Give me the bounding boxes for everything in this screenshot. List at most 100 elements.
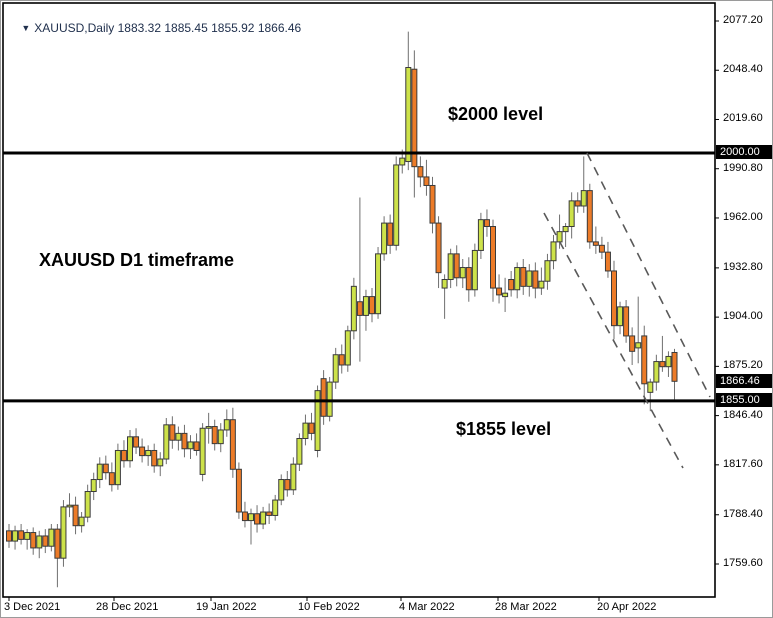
plot-border — [2, 2, 716, 598]
candle-body — [12, 530, 19, 542]
candle-body — [211, 426, 218, 445]
candle-body — [356, 301, 363, 316]
annotation-2000-level[interactable]: $2000 level — [448, 104, 544, 124]
candle-body — [90, 479, 97, 493]
candle-body — [490, 226, 496, 289]
current-price-badge: 1866.46 — [716, 374, 772, 389]
candle-body — [193, 441, 200, 451]
y-axis-label: 2048.40 — [723, 63, 763, 76]
y-axis-label: 1846.40 — [723, 408, 763, 421]
x-axis-label: 19 Jan 2022 — [196, 601, 257, 613]
candle-body — [369, 296, 375, 315]
candle-body — [181, 432, 188, 450]
candle-body — [459, 267, 466, 279]
candle-body — [96, 463, 103, 481]
trendline-channel-lower[interactable] — [543, 212, 684, 469]
y-axis-label: 1875.20 — [723, 359, 763, 372]
candle-body — [290, 463, 297, 491]
candle-body — [477, 219, 484, 251]
candle-body — [405, 67, 412, 163]
y-axis-label: 1904.00 — [723, 310, 763, 323]
candle-body — [447, 253, 454, 281]
candle-body — [296, 438, 303, 465]
candle-body — [580, 190, 587, 207]
candle-body — [114, 449, 121, 486]
candle-body — [520, 267, 527, 287]
candle-body — [266, 511, 273, 516]
candle-body — [375, 253, 382, 315]
candle-body — [169, 424, 176, 441]
candle-body — [362, 296, 369, 316]
candle-body — [496, 287, 503, 296]
candle-body — [217, 429, 224, 445]
candle-body — [617, 306, 624, 327]
candle-body — [562, 226, 569, 233]
candle-body — [399, 157, 406, 166]
y-axis-label: 1932.80 — [723, 260, 763, 273]
candle-body — [326, 381, 333, 417]
candle-body — [157, 458, 164, 467]
candle-body — [417, 166, 424, 178]
candle-body — [532, 270, 539, 289]
candle-body — [36, 535, 43, 549]
trendline-channel-upper[interactable] — [586, 152, 711, 398]
candle-body — [550, 241, 557, 262]
candle-body — [127, 436, 133, 462]
candle-body — [108, 472, 115, 486]
candle-body — [502, 292, 509, 298]
quote-open: 1883.32 — [117, 21, 162, 35]
candle-body — [133, 436, 140, 448]
x-axis-label: 28 Mar 2022 — [495, 601, 557, 613]
candle-body — [139, 446, 146, 457]
candle-body — [538, 280, 545, 289]
x-axis-label: 20 Apr 2022 — [597, 601, 657, 613]
candle-body — [72, 504, 79, 527]
candle-body — [514, 267, 521, 291]
quote-high: 1885.45 — [164, 21, 208, 35]
candle-body — [659, 361, 666, 368]
candle-body — [302, 422, 309, 440]
quote-bar: ▼ XAUUSD,Daily 1883.32 1885.45 1855.92 18… — [8, 7, 301, 49]
candle-body — [381, 222, 388, 255]
price-badge-1855.00: 1855.00 — [716, 392, 772, 407]
candle-body — [205, 426, 212, 429]
x-axis-label: 28 Dec 2021 — [96, 601, 159, 613]
candle-body — [24, 532, 31, 540]
candle-body — [60, 506, 67, 559]
candle-body — [483, 219, 490, 228]
quote-symbol: XAUUSD,Daily — [34, 21, 115, 35]
candle-body — [320, 378, 327, 417]
candle-body — [544, 260, 551, 282]
candle-body — [635, 342, 642, 349]
candle-body — [435, 222, 442, 274]
candle-body — [42, 535, 49, 547]
annotation-timeframe[interactable]: XAUUSD D1 timeframe — [39, 250, 235, 270]
candle-body — [423, 176, 430, 186]
candle-body — [254, 513, 261, 525]
y-axis-label: 1990.80 — [723, 161, 763, 174]
candle-body — [623, 306, 630, 337]
candle-body — [586, 190, 593, 243]
price-badge-2000.00: 2000.00 — [716, 144, 772, 159]
candle-body — [241, 511, 248, 522]
candle-body — [223, 419, 230, 431]
candle-body — [556, 231, 563, 243]
candle-body — [508, 279, 515, 291]
candle-body — [393, 164, 400, 246]
candle-body — [465, 267, 472, 291]
candle-body — [471, 249, 478, 291]
candle-body — [568, 200, 575, 228]
candle-body — [187, 441, 194, 450]
candle-body — [653, 361, 660, 383]
y-axis-label: 1759.60 — [723, 557, 763, 569]
x-axis-label: 3 Dec 2021 — [4, 601, 61, 613]
x-axis-label: 10 Feb 2022 — [298, 601, 360, 613]
y-axis-label: 2019.60 — [723, 112, 763, 125]
annotation-1855-level[interactable]: $1855 level — [456, 419, 552, 439]
one-click-trading-arrow-icon[interactable]: ▼ — [21, 23, 31, 33]
candle-body — [199, 427, 206, 475]
candle-body — [574, 200, 581, 207]
candle-body — [102, 463, 109, 474]
